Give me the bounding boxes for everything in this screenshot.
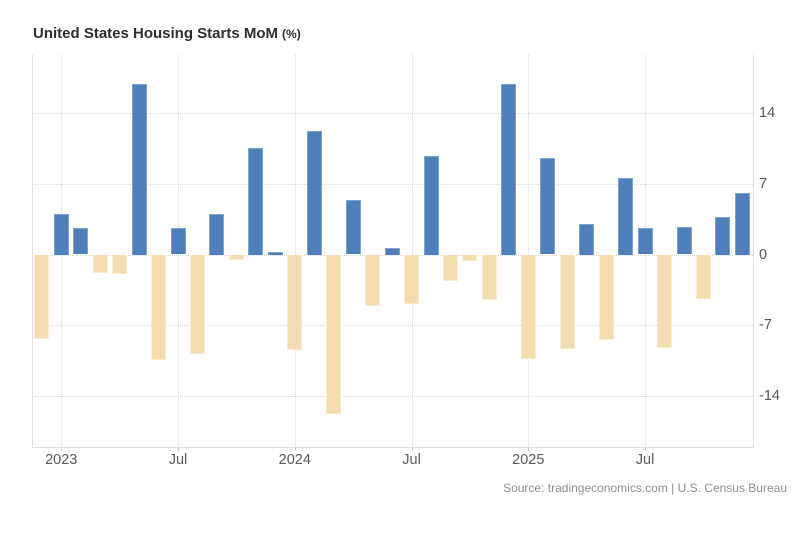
bar-2024-06[interactable] xyxy=(384,247,400,255)
y-axis-label--7: -7 xyxy=(759,317,772,334)
h-gridline-14 xyxy=(32,112,753,114)
x-tick-1 xyxy=(61,447,63,451)
chart-title: United States Housing Starts MoM (%) xyxy=(33,25,301,42)
y-axis-label-14: 14 xyxy=(759,104,776,121)
bar-2025-11[interactable] xyxy=(715,217,731,255)
bar-2025-09[interactable] xyxy=(676,227,692,255)
bar-2023-08[interactable] xyxy=(190,254,205,354)
bar-2025-02[interactable] xyxy=(540,158,556,255)
bar-2024-12[interactable] xyxy=(501,84,517,255)
bar-2023-10[interactable] xyxy=(228,254,244,260)
v-gridline-2024-13 xyxy=(294,55,296,447)
chart-title-unit: (%) xyxy=(282,27,301,41)
bar-2024-08[interactable] xyxy=(423,156,439,255)
x-axis-label-31: Jul xyxy=(635,452,655,468)
x-axis-label-19: Jul xyxy=(402,452,421,468)
x-axis-label-7: Jul xyxy=(168,452,188,468)
x-tick-13 xyxy=(294,447,296,451)
h-gridline--14 xyxy=(32,396,753,398)
x-tick-7 xyxy=(178,447,180,451)
bar-2024-01[interactable] xyxy=(287,254,303,350)
bar-2023-12[interactable] xyxy=(267,251,283,255)
x-axis-line xyxy=(32,447,754,448)
bar-2025-08[interactable] xyxy=(657,254,672,348)
bar-2023-11[interactable] xyxy=(248,148,264,255)
h-gridline--7 xyxy=(32,325,753,327)
h-gridline-7 xyxy=(32,183,753,185)
x-axis-label-25: 2025 xyxy=(512,452,545,468)
bar-2025-07[interactable] xyxy=(637,228,653,255)
bar-2023-04[interactable] xyxy=(112,254,128,274)
bar-2025-04[interactable] xyxy=(579,224,595,255)
bar-2024-05[interactable] xyxy=(365,254,381,307)
bar-2023-03[interactable] xyxy=(92,254,108,273)
bar-2023-07[interactable] xyxy=(170,228,186,255)
bar-2025-01[interactable] xyxy=(520,254,536,359)
x-tick-19 xyxy=(411,447,413,451)
bar-2024-11[interactable] xyxy=(481,254,497,301)
bar-2024-07[interactable] xyxy=(404,254,419,305)
bar-2023-05[interactable] xyxy=(131,84,147,255)
x-axis-label-13: 2024 xyxy=(278,452,311,468)
x-tick-25 xyxy=(528,447,530,451)
bar-2024-09[interactable] xyxy=(443,254,458,281)
bar-2024-04[interactable] xyxy=(345,199,361,255)
x-tick-31 xyxy=(645,447,647,451)
bar-2025-05[interactable] xyxy=(598,254,614,340)
bar-2023-09[interactable] xyxy=(209,214,225,255)
bar-2025-03[interactable] xyxy=(559,254,575,349)
y-axis-line-left xyxy=(32,55,33,448)
bar-2023-02[interactable] xyxy=(73,228,89,255)
bar-2025-12[interactable] xyxy=(734,192,750,255)
bar-2024-03[interactable] xyxy=(326,254,342,414)
plot-area xyxy=(32,55,753,451)
bar-2024-02[interactable] xyxy=(306,131,322,255)
chart-title-text: United States Housing Starts MoM xyxy=(33,25,279,42)
x-axis-label-1: 2023 xyxy=(45,452,78,468)
y-axis-line-right xyxy=(753,55,754,448)
bar-2023-06[interactable] xyxy=(151,254,167,360)
bar-2024-10[interactable] xyxy=(462,254,478,261)
v-gridline-2025-25 xyxy=(528,55,530,447)
y-axis-label-0: 0 xyxy=(759,246,768,263)
y-axis-label--14: -14 xyxy=(759,388,780,405)
y-axis-label-7: 7 xyxy=(759,175,768,192)
bar-2025-10[interactable] xyxy=(695,254,711,300)
source-attribution: Source: tradingeconomics.com | U.S. Cens… xyxy=(503,481,787,495)
bar-2022-12[interactable] xyxy=(34,254,50,339)
v-gridline-jul-19 xyxy=(411,55,413,447)
h-gridline-0 xyxy=(32,254,753,256)
bar-2025-06[interactable] xyxy=(618,177,634,255)
bar-2023-01[interactable] xyxy=(53,214,69,255)
